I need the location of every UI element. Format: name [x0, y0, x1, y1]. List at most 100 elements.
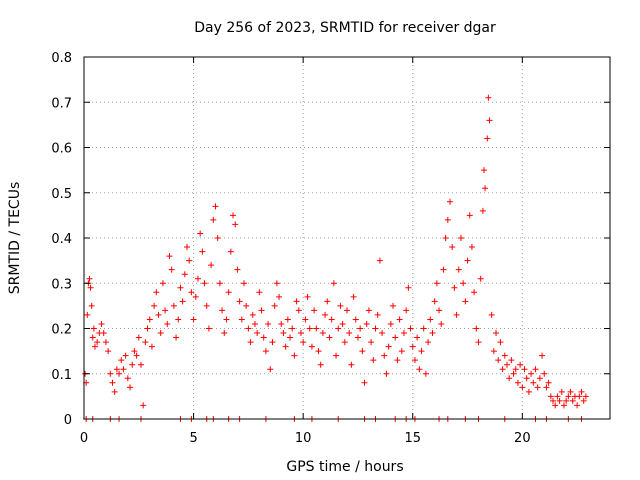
data-point	[313, 325, 320, 332]
data-point	[297, 330, 304, 337]
data-point	[368, 339, 375, 346]
data-point	[293, 298, 300, 305]
data-point	[315, 348, 322, 355]
data-point	[473, 325, 480, 332]
data-point	[251, 320, 258, 327]
x-tick-label: 10	[295, 431, 312, 446]
data-point	[567, 388, 574, 395]
data-point	[484, 135, 491, 142]
data-point	[262, 348, 269, 355]
data-point	[107, 370, 114, 377]
data-point	[346, 330, 353, 337]
data-point	[438, 320, 445, 327]
data-point	[387, 320, 394, 327]
data-point	[151, 302, 158, 309]
y-tick-label: 0.5	[51, 187, 72, 202]
data-point	[197, 230, 204, 237]
data-point	[514, 379, 521, 386]
data-point	[118, 357, 125, 364]
data-point	[173, 334, 180, 341]
data-point	[422, 370, 429, 377]
data-point	[84, 311, 91, 318]
data-point	[94, 339, 101, 346]
y-tick-label: 0.2	[51, 323, 72, 338]
data-point	[131, 348, 138, 355]
data-point	[155, 311, 162, 318]
data-point	[525, 388, 532, 395]
data-point	[523, 375, 530, 382]
data-point	[243, 302, 250, 309]
data-point	[284, 316, 291, 323]
data-point	[113, 366, 120, 373]
data-point	[164, 320, 171, 327]
data-point	[517, 361, 524, 368]
data-point	[133, 352, 140, 359]
x-tick-label: 15	[404, 431, 421, 446]
data-point	[506, 375, 513, 382]
data-point	[471, 289, 478, 296]
data-point	[365, 307, 372, 314]
data-point	[534, 384, 541, 391]
data-point	[372, 325, 379, 332]
y-tick-label: 0	[64, 413, 72, 428]
data-point	[184, 244, 191, 251]
grid-lines	[84, 57, 610, 419]
data-point	[532, 366, 539, 373]
y-tick-label: 0.7	[51, 96, 72, 111]
data-point	[234, 266, 241, 273]
data-point	[462, 298, 469, 305]
data-point	[536, 375, 543, 382]
data-point	[392, 334, 399, 341]
data-point	[383, 370, 390, 377]
data-point	[433, 280, 440, 287]
data-point	[254, 330, 261, 337]
data-point	[436, 307, 443, 314]
data-point	[105, 348, 112, 355]
data-point	[431, 298, 438, 305]
data-point	[545, 379, 552, 386]
data-point	[503, 361, 510, 368]
data-point	[135, 334, 142, 341]
data-point	[457, 235, 464, 241]
data-point	[157, 330, 164, 337]
data-point	[501, 352, 508, 359]
data-point	[230, 212, 237, 219]
data-point	[140, 402, 147, 409]
data-point	[302, 316, 309, 323]
data-point	[477, 275, 484, 282]
y-tick-label: 0.4	[51, 232, 72, 247]
data-point	[379, 330, 386, 337]
data-point	[287, 334, 294, 341]
data-point	[282, 343, 289, 350]
data-point	[236, 298, 243, 305]
data-point	[249, 311, 256, 318]
data-point	[201, 280, 208, 287]
data-point	[289, 325, 296, 332]
data-point	[260, 334, 267, 341]
data-point	[582, 393, 589, 400]
data-point	[490, 348, 497, 355]
data-point	[405, 284, 412, 291]
data-point	[480, 167, 487, 174]
data-point	[122, 352, 129, 359]
data-point	[519, 384, 526, 391]
data-point	[403, 307, 410, 314]
data-point	[453, 311, 460, 318]
data-point	[89, 334, 96, 341]
data-point	[219, 307, 226, 314]
data-point	[308, 343, 315, 350]
data-point	[398, 348, 405, 355]
data-point	[188, 289, 195, 296]
data-point	[109, 379, 116, 386]
data-point	[194, 275, 201, 282]
data-point	[460, 280, 467, 287]
data-point	[497, 339, 504, 346]
data-point	[328, 316, 335, 323]
data-point	[554, 393, 561, 400]
data-point	[91, 343, 98, 350]
data-point	[485, 94, 492, 101]
x-tick-label: 0	[80, 431, 88, 446]
x-axis-label: GPS time / hours	[286, 459, 403, 475]
data-point	[420, 325, 427, 332]
